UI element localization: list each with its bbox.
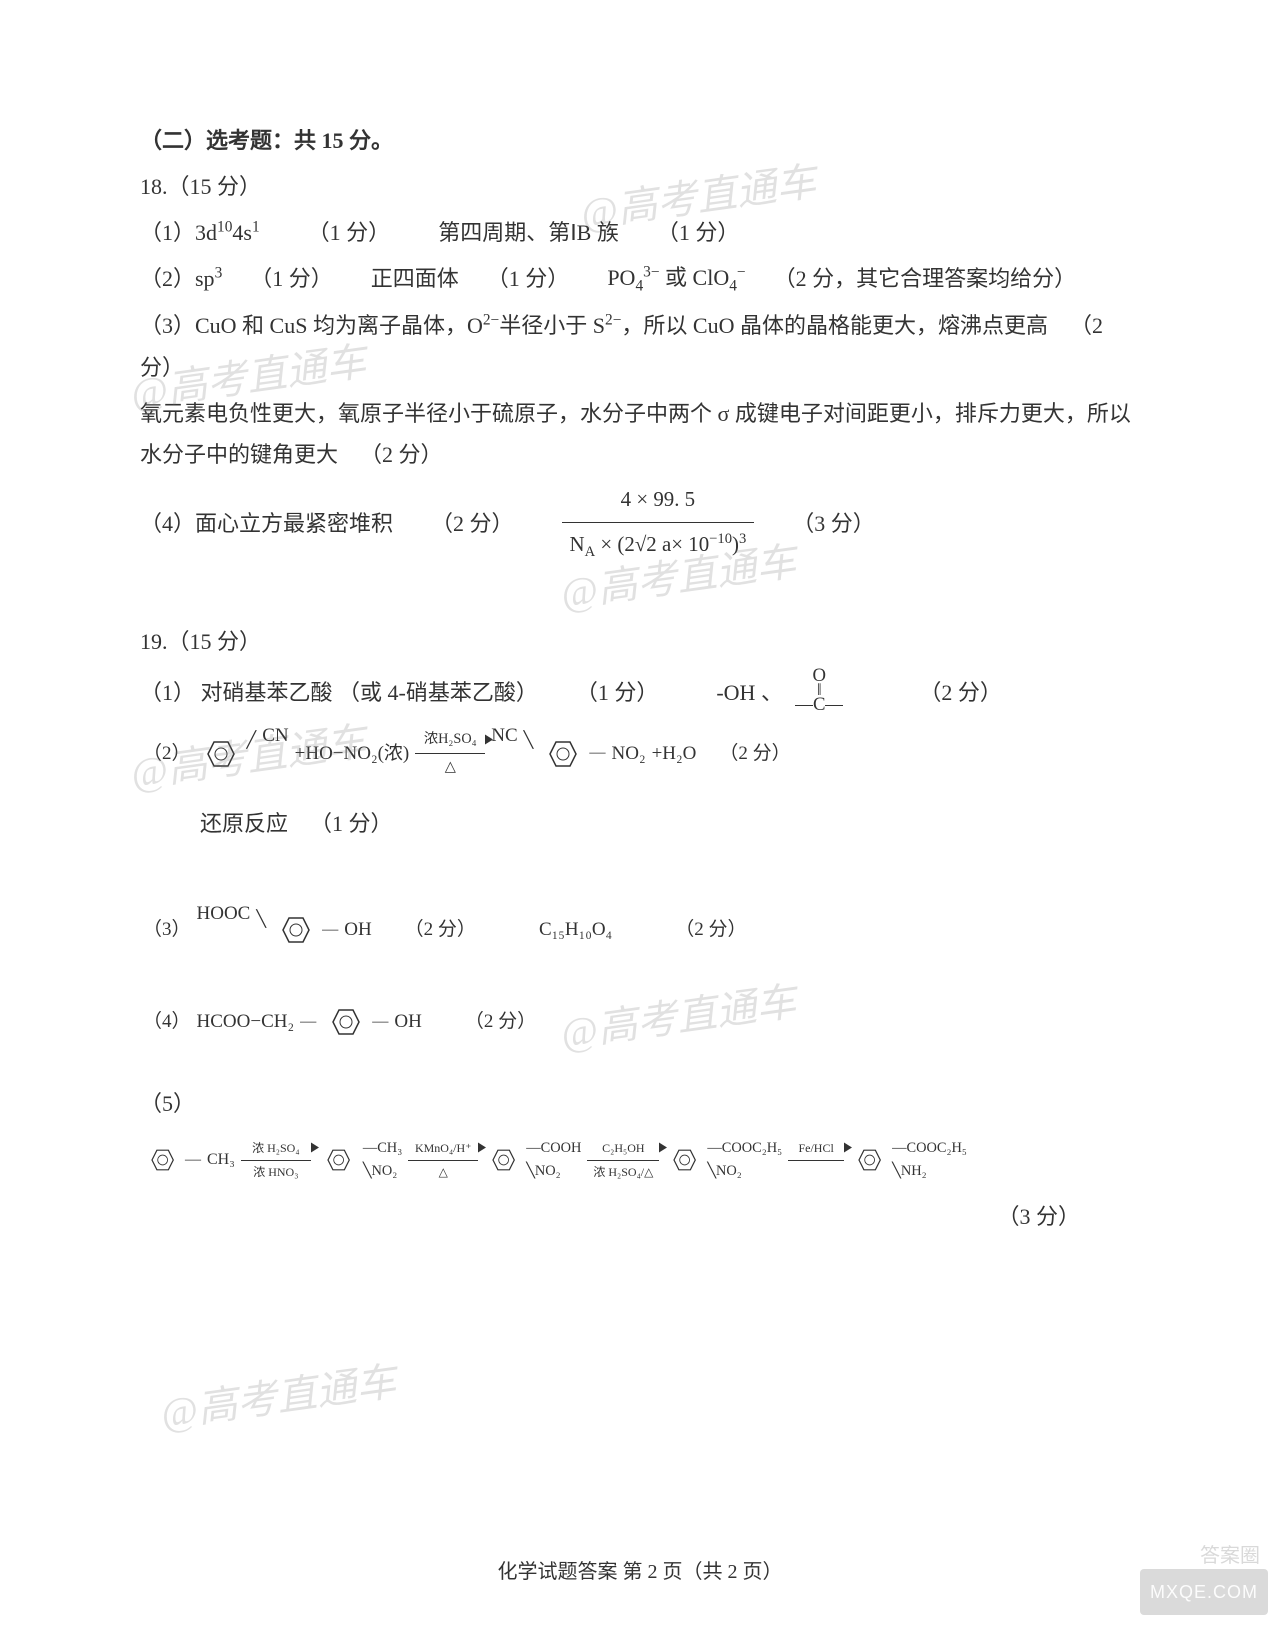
q18-p3-b: 氧元素电负性更大，氧原子半径小于硫原子，水分子中两个 σ 成键电子对间距更小，排… (140, 393, 1140, 477)
sup: 2− (605, 312, 621, 329)
score: （2 分） (719, 736, 790, 772)
reaction-arrow: KMnO₄/H⁺ △ (408, 1137, 478, 1184)
benzene-icon (539, 735, 583, 773)
q19-p5-score: （3 分） (140, 1196, 1140, 1238)
text: （1） 对硝基苯乙酸 （或 4-硝基苯乙酸） (140, 672, 538, 714)
q18-num: 18.（15 分） (140, 166, 1140, 208)
benzene-icon (484, 1144, 520, 1176)
arrow-bot: △ (415, 754, 485, 781)
benzene-icon (665, 1144, 701, 1176)
text: PO (607, 265, 635, 290)
text: +HO−NO₂(浓) (295, 736, 410, 772)
sup: 3 (215, 265, 223, 282)
q18-p4: （4）面心立方最紧密堆积 （2 分） 4 × 99. 5 NA × (2√2 a… (140, 480, 1140, 567)
text: 4s (232, 220, 252, 245)
q18-p3-a: （3）CuO 和 CuS 均为离子晶体，O2−半径小于 S2−，所以 CuO 晶… (140, 305, 1140, 389)
sup: 2− (483, 312, 499, 329)
score: （2 分） (431, 503, 514, 545)
arrow-top: 浓H₂SO₄ (415, 726, 485, 754)
benzene-icon (143, 1144, 179, 1176)
text: ，所以 CuO 晶体的晶格能更大，熔沸点更高 (621, 313, 1048, 338)
corner-watermark: MXQE.COM (1140, 1569, 1268, 1615)
text: C₁₅H₁₀O₄ (539, 912, 612, 948)
score: （1 分） (576, 672, 659, 714)
benzene-icon (322, 1003, 366, 1041)
text: NC (491, 718, 517, 754)
carbonyl-icon: O‖C (795, 667, 843, 715)
score: （1 分） (250, 258, 333, 300)
page-footer: 化学试题答案 第 2 页（共 2 页） (0, 1553, 1280, 1591)
text: 正四面体 (371, 258, 459, 300)
score: （3 分） (792, 503, 875, 545)
text: OH (394, 1004, 421, 1040)
q19-p2-c: 还原反应 （1 分） (140, 803, 1140, 845)
text: 第四周期、第ⅠB 族 (438, 212, 619, 254)
sup: 10 (217, 218, 232, 235)
text: HOOC (197, 896, 251, 932)
text: 或 ClO (660, 265, 730, 290)
text: （2）sp (140, 266, 215, 291)
q19-p5-label: （5） (140, 1083, 1140, 1125)
reaction-arrow: Fe/HCl (788, 1137, 844, 1184)
text: OH (344, 912, 371, 948)
label: （3） (143, 912, 191, 948)
text: HCOO−CH₂ (197, 1004, 295, 1040)
score: （2 分，其它合理答案均给分） (774, 258, 1077, 300)
score: （1 分） (308, 212, 391, 254)
q18-p1: （1）3d104s1 （1 分） 第四周期、第ⅠB 族 （1 分） (140, 212, 1140, 254)
text: （1）3d (140, 220, 217, 245)
label: （4） (143, 1004, 191, 1040)
score: （1 分） (487, 258, 570, 300)
text: （3）CuO 和 CuS 均为离子晶体，O (140, 313, 483, 338)
score: （2 分） (919, 672, 1002, 714)
q19-p5-reaction: —CH₃ 浓 H₂SO₄ 浓 HNO₃ —CH₃ ╲NO₂ KMnO₄/H⁺ △… (140, 1135, 1140, 1186)
reaction-arrow: 浓H₂SO₄ △ (415, 726, 485, 781)
text: -OH 、 (716, 672, 783, 714)
reaction-arrow: C₂H₅OH 浓 H₂SO₄/△ (587, 1137, 659, 1184)
text: CH₃ (207, 1145, 235, 1175)
text: +H₂O (652, 736, 697, 772)
sub: 4 (635, 278, 643, 295)
text: 还原反应 (200, 811, 288, 836)
text: （4）面心立方最紧密堆积 (140, 503, 393, 545)
denominator: NA × (2√2 a× 10−10)3 (562, 523, 755, 567)
q19-p1: （1） 对硝基苯乙酸 （或 4-硝基苯乙酸） （1 分） -OH 、 O‖C （… (140, 667, 1140, 715)
text: 半径小于 S (499, 313, 605, 338)
sup: 1 (252, 218, 260, 235)
sup: 3− (643, 264, 659, 281)
score: （2 分） (465, 1004, 536, 1040)
reaction-arrow: 浓 H₂SO₄ 浓 HNO₃ (241, 1137, 311, 1184)
fraction: 4 × 99. 5 NA × (2√2 a× 10−10)3 (562, 480, 755, 567)
sub: 4 (729, 278, 737, 295)
q19-p4: （4） HCOO−CH₂ — — OH （2 分） (140, 1001, 1140, 1043)
q19-num: 19.（15 分） (140, 621, 1140, 663)
sup: − (737, 264, 746, 281)
label: （2） (143, 736, 191, 772)
benzene-icon (197, 735, 241, 773)
text: CN (262, 718, 288, 754)
q19-p2-reaction: （2） ╱ CN +HO−NO₂(浓) 浓H₂SO₄ △ NC ╲ — NO₂ … (140, 724, 1140, 783)
benzene-icon (319, 1144, 355, 1176)
score: （1 分） (310, 811, 393, 836)
watermark: @高考直通车 (156, 1344, 401, 1452)
score: （2 分） (675, 912, 746, 948)
section-header: （二）选考题：共 15 分。 (140, 120, 1140, 162)
text: NO₂ (612, 736, 646, 772)
numerator: 4 × 99. 5 (562, 480, 755, 523)
score: （1 分） (657, 212, 740, 254)
score: （2 分） (405, 912, 476, 948)
q18-p2: （2）sp3 （1 分） 正四面体 （1 分） PO43− 或 ClO4− （2… (140, 257, 1140, 301)
score: （2 分） (360, 442, 443, 467)
benzene-icon (850, 1144, 886, 1176)
q19-p3: （3） HOOC ╲ — OH （2 分） C₁₅H₁₀O₄ （2 分） (140, 909, 1140, 951)
benzene-icon (272, 911, 316, 949)
text: 氧元素电负性更大，氧原子半径小于硫原子，水分子中两个 σ 成键电子对间距更小，排… (140, 401, 1131, 468)
